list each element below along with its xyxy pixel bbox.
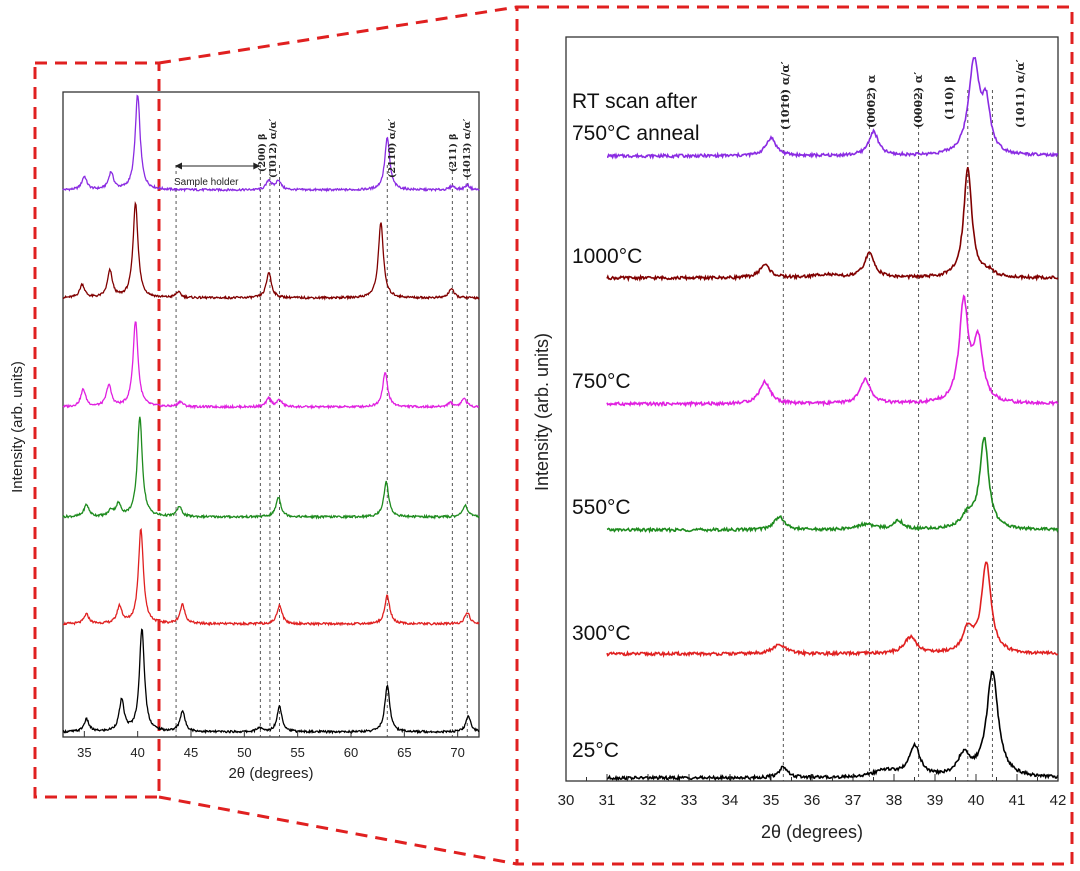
series-label-rt-line1: RT scan after bbox=[572, 90, 697, 113]
right-peak-label-1011: (1011) α/α′ bbox=[1014, 59, 1027, 128]
left-peak-label-211-beta: (211) β bbox=[448, 134, 459, 172]
zoom-source-box bbox=[33, 61, 161, 799]
right-spectrum-1 bbox=[606, 167, 1059, 283]
left-x-tick-label-4: 55 bbox=[290, 745, 304, 760]
right-peak-labels: (1010) α/α′ (0002) α (0002) α′ (110) β (… bbox=[779, 59, 1027, 130]
left-spectra bbox=[62, 94, 480, 735]
right-spectrum-2 bbox=[606, 294, 1059, 408]
left-spectrum-4 bbox=[62, 527, 480, 627]
sample-holder-arrowhead-right bbox=[253, 162, 261, 170]
right-x-tick-label-1: 31 bbox=[599, 792, 616, 809]
left-peak-labels: (200) β (1012) α/α′ (2110) α/α′ (211) β … bbox=[257, 118, 473, 178]
left-spectrum-1 bbox=[62, 201, 480, 301]
right-x-tick-label-12: 42 bbox=[1050, 792, 1067, 809]
left-xrd-panel: 35 40 45 50 55 60 65 70 Sample holder (200) β (… bbox=[9, 91, 480, 782]
sample-holder-label: Sample holder bbox=[174, 177, 239, 188]
right-peak-guides bbox=[782, 90, 993, 781]
left-peak-label-1012: (1012) α/α′ bbox=[268, 118, 279, 178]
left-x-axis-ticks: 35 40 45 50 55 60 65 70 bbox=[77, 731, 465, 760]
right-spectra bbox=[606, 56, 1059, 782]
series-label-550c: 550°C bbox=[572, 496, 631, 519]
left-x-tick-label-6: 65 bbox=[397, 745, 411, 760]
left-peak-label-200-beta: (200) β bbox=[257, 134, 268, 172]
right-x-tick-label-4: 34 bbox=[722, 792, 739, 809]
series-label-300c: 300°C bbox=[572, 622, 631, 645]
right-spectrum-0 bbox=[607, 56, 1059, 160]
left-x-tick-label-5: 60 bbox=[344, 745, 358, 760]
left-x-tick-label-2: 45 bbox=[184, 745, 198, 760]
right-plot-frame bbox=[565, 36, 1059, 782]
left-x-tick-label-1: 40 bbox=[130, 745, 144, 760]
right-x-tick-label-5: 35 bbox=[763, 792, 780, 809]
right-x-tick-label-0: 30 bbox=[558, 792, 575, 809]
left-plot-frame bbox=[62, 91, 480, 738]
left-x-axis-label: 2θ (degrees) bbox=[228, 765, 313, 782]
sample-holder-arrowhead-left bbox=[175, 162, 182, 170]
right-x-tick-label-2: 32 bbox=[640, 792, 657, 809]
left-y-axis-label: Intensity (arb. units) bbox=[9, 361, 26, 493]
right-peak-label-0002-alpha: (0002) α bbox=[865, 74, 878, 128]
left-spectrum-2 bbox=[62, 321, 480, 410]
left-spectrum-3 bbox=[62, 416, 480, 520]
series-label-1000c: 1000°C bbox=[572, 245, 642, 268]
right-xrd-panel: 30 31 32 33 34 35 36 37 38 39 40 41 42 (1010) α/α′ (… bbox=[532, 36, 1067, 842]
left-x-tick-label-7: 70 bbox=[450, 745, 464, 760]
right-x-tick-label-9: 39 bbox=[927, 792, 944, 809]
left-peak-guides bbox=[175, 165, 468, 737]
series-label-750c: 750°C bbox=[572, 370, 631, 393]
left-peak-label-2110: (2110) α/α′ bbox=[387, 118, 398, 178]
right-x-tick-label-8: 38 bbox=[886, 792, 903, 809]
left-x-tick-label-0: 35 bbox=[77, 745, 91, 760]
right-x-axis-ticks: 30 31 32 33 34 35 36 37 38 39 40 41 42 bbox=[558, 774, 1067, 809]
right-y-axis-label: Intensity (arb. units) bbox=[532, 333, 552, 491]
sample-holder-label-bg bbox=[172, 174, 258, 188]
right-x-tick-label-11: 41 bbox=[1009, 792, 1026, 809]
right-peak-label-110-beta: (110) β bbox=[943, 75, 956, 120]
right-peak-label-0002-alpha-prime: (0002) α′ bbox=[912, 72, 925, 128]
right-peak-label-1010: (1010) α/α′ bbox=[779, 61, 792, 130]
sample-holder-annotation: Sample holder bbox=[172, 162, 261, 188]
right-x-tick-label-7: 37 bbox=[845, 792, 862, 809]
zoom-connector-bottom bbox=[158, 795, 518, 866]
right-x-tick-label-10: 40 bbox=[968, 792, 985, 809]
right-spectrum-4 bbox=[606, 561, 1059, 658]
left-spectrum-0 bbox=[62, 94, 480, 193]
zoom-connector-top bbox=[158, 5, 518, 65]
zoom-indicator bbox=[33, 5, 1074, 866]
right-spectrum-3 bbox=[606, 436, 1059, 534]
series-label-25c: 25°C bbox=[572, 739, 619, 762]
left-x-tick-label-3: 50 bbox=[237, 745, 251, 760]
right-x-tick-label-6: 36 bbox=[804, 792, 821, 809]
left-peak-label-1013: (1013) α/α′ bbox=[462, 118, 473, 178]
left-spectrum-5 bbox=[62, 628, 480, 735]
series-labels: RT scan after 750°C anneal 1000°C 750°C … bbox=[572, 90, 700, 762]
right-spectrum-5 bbox=[606, 670, 1059, 782]
right-x-axis-label: 2θ (degrees) bbox=[761, 822, 863, 842]
right-x-tick-label-3: 33 bbox=[681, 792, 698, 809]
series-label-rt-line2: 750°C anneal bbox=[572, 122, 700, 145]
zoom-target-box bbox=[515, 5, 1074, 866]
